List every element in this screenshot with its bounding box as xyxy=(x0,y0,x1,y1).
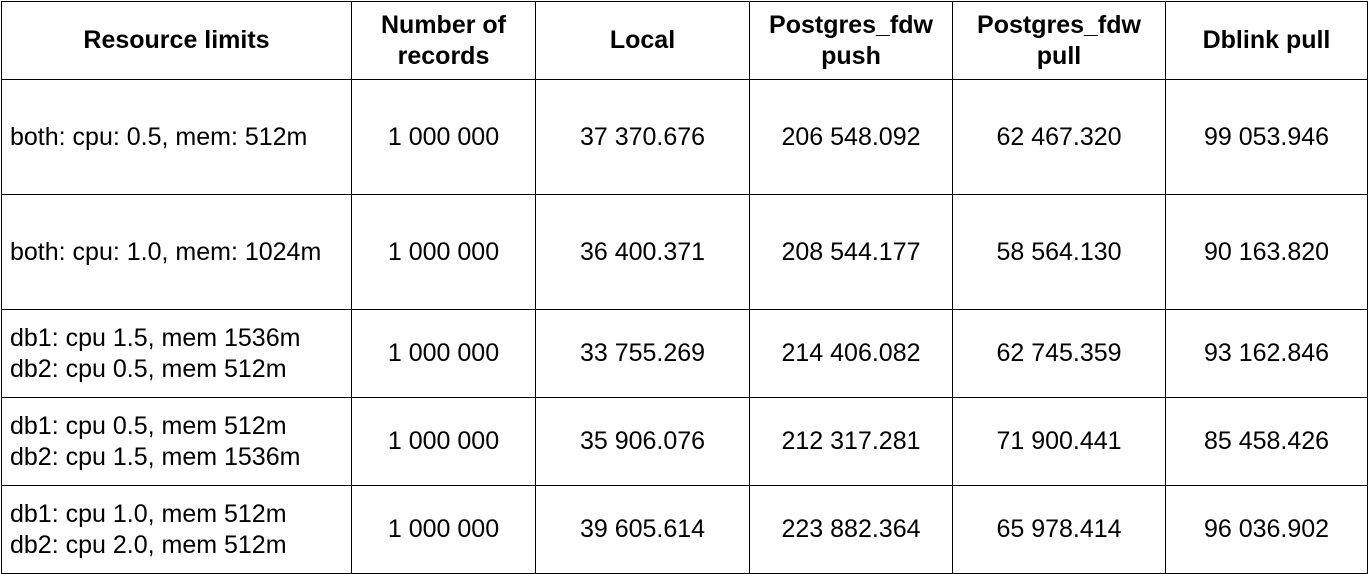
header-number-of-records: Number of records xyxy=(351,1,536,80)
local-cell: 35 906.076 xyxy=(535,397,750,486)
header-dblink-pull: Dblink pull xyxy=(1165,1,1368,80)
local-cell: 39 605.614 xyxy=(535,485,750,574)
records-cell: 1 000 000 xyxy=(351,194,536,310)
resource-limits-cell: db1: cpu 1.0, mem 512m db2: cpu 2.0, mem… xyxy=(1,485,352,574)
table-row: both: cpu: 1.0, mem: 1024m 1 000 000 36 … xyxy=(1,194,1368,310)
fdw-pull-cell: 62 467.320 xyxy=(952,79,1166,195)
fdw-push-cell: 223 882.364 xyxy=(749,485,953,574)
table-row: db1: cpu 1.5, mem 1536m db2: cpu 0.5, me… xyxy=(1,309,1368,398)
records-cell: 1 000 000 xyxy=(351,397,536,486)
fdw-pull-cell: 58 564.130 xyxy=(952,194,1166,310)
table-row: db1: cpu 0.5, mem 512m db2: cpu 1.5, mem… xyxy=(1,397,1368,486)
records-cell: 1 000 000 xyxy=(351,79,536,195)
fdw-push-cell: 212 317.281 xyxy=(749,397,953,486)
resource-limits-cell: both: cpu: 0.5, mem: 512m xyxy=(1,79,352,195)
dblink-pull-cell: 99 053.946 xyxy=(1165,79,1368,195)
fdw-pull-cell: 71 900.441 xyxy=(952,397,1166,486)
table-row: both: cpu: 0.5, mem: 512m 1 000 000 37 3… xyxy=(1,79,1368,195)
local-cell: 36 400.371 xyxy=(535,194,750,310)
dblink-pull-cell: 96 036.902 xyxy=(1165,485,1368,574)
dblink-pull-cell: 90 163.820 xyxy=(1165,194,1368,310)
header-resource-limits: Resource limits xyxy=(1,1,352,80)
local-cell: 37 370.676 xyxy=(535,79,750,195)
header-row: Resource limits Number of records Local … xyxy=(1,1,1368,80)
fdw-push-cell: 214 406.082 xyxy=(749,309,953,398)
dblink-pull-cell: 93 162.846 xyxy=(1165,309,1368,398)
records-cell: 1 000 000 xyxy=(351,309,536,398)
resource-limits-cell: db1: cpu 0.5, mem 512m db2: cpu 1.5, mem… xyxy=(1,397,352,486)
header-local: Local xyxy=(535,1,750,80)
fdw-push-cell: 208 544.177 xyxy=(749,194,953,310)
fdw-pull-cell: 65 978.414 xyxy=(952,485,1166,574)
records-cell: 1 000 000 xyxy=(351,485,536,574)
fdw-push-cell: 206 548.092 xyxy=(749,79,953,195)
dblink-pull-cell: 85 458.426 xyxy=(1165,397,1368,486)
resource-limits-cell: db1: cpu 1.5, mem 1536m db2: cpu 0.5, me… xyxy=(1,309,352,398)
local-cell: 33 755.269 xyxy=(535,309,750,398)
resource-limits-cell: both: cpu: 1.0, mem: 1024m xyxy=(1,194,352,310)
table-row: db1: cpu 1.0, mem 512m db2: cpu 2.0, mem… xyxy=(1,485,1368,574)
header-postgres-fdw-push: Postgres_fdw push xyxy=(749,1,953,80)
fdw-pull-cell: 62 745.359 xyxy=(952,309,1166,398)
header-postgres-fdw-pull: Postgres_fdw pull xyxy=(952,1,1166,80)
